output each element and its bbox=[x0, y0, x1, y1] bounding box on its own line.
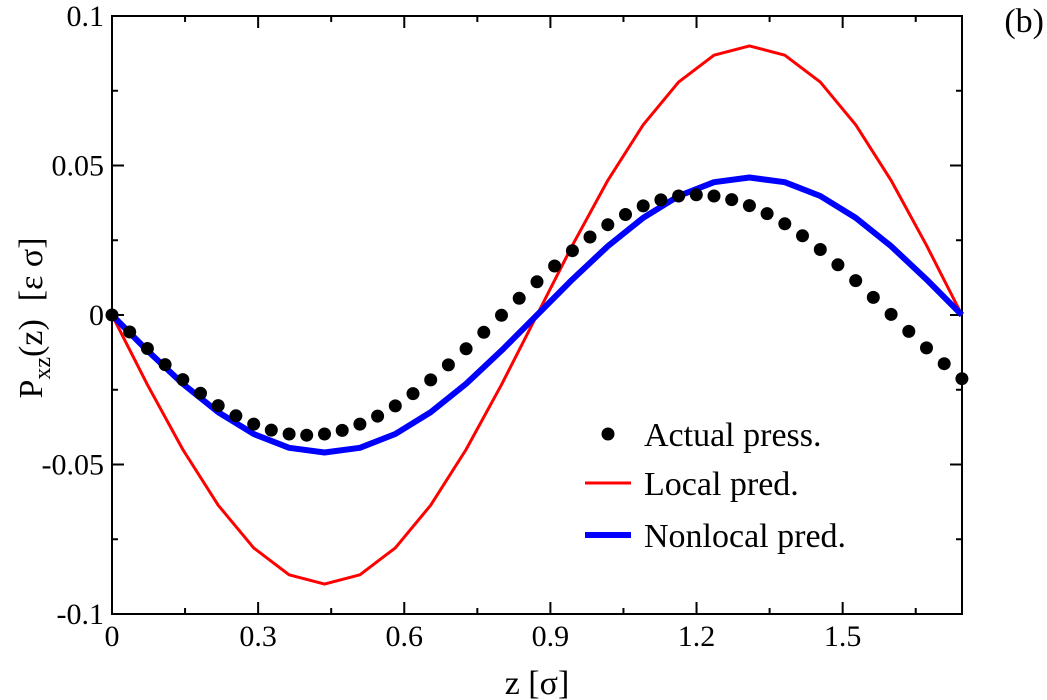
actual-press-point bbox=[636, 199, 650, 213]
actual-press-point bbox=[300, 428, 314, 442]
actual-press-point bbox=[247, 417, 261, 431]
legend-label-nonlocal: Nonlocal pred. bbox=[644, 518, 846, 555]
actual-press-point bbox=[441, 358, 455, 372]
x-tick-label: 0.6 bbox=[386, 620, 424, 653]
y-axis-title-arg: (z) bbox=[13, 319, 50, 357]
actual-press-point bbox=[123, 325, 137, 339]
y-axis-title-subscript: xz bbox=[30, 357, 56, 380]
actual-press-point bbox=[884, 307, 898, 321]
y-axis-title-units: [ε σ] bbox=[13, 237, 50, 301]
actual-press-point bbox=[548, 259, 562, 273]
actual-press-point bbox=[796, 229, 809, 243]
actual-press-point bbox=[760, 207, 774, 221]
actual-press-point bbox=[371, 409, 385, 423]
y-tick-label: -0.05 bbox=[42, 449, 105, 482]
actual-press-point bbox=[742, 199, 756, 213]
actual-press-point bbox=[583, 230, 597, 244]
y-tick-label: -0.1 bbox=[57, 598, 105, 631]
actual-press-point bbox=[530, 275, 544, 289]
tick-labels: 0 0.3 0.6 0.9 1.2 1.5 -0.1 -0.05 0 0.05 0.1 bbox=[42, 0, 862, 653]
y-tick-label: 0.1 bbox=[67, 0, 105, 33]
legend-label-actual: Actual press. bbox=[644, 417, 822, 454]
x-tick-label: 0 bbox=[105, 620, 120, 653]
y-axis-title: Pxz(z) [ε σ] bbox=[13, 237, 56, 398]
y-tick-label: 0.05 bbox=[52, 150, 105, 183]
x-tick-label: 0.3 bbox=[239, 620, 277, 653]
actual-press-point bbox=[831, 258, 845, 272]
actual-press-point bbox=[707, 189, 721, 203]
actual-press-point bbox=[176, 373, 190, 387]
y-tick-label: 0 bbox=[89, 299, 104, 332]
actual-press-point bbox=[388, 399, 402, 413]
x-tick-label: 1.5 bbox=[824, 620, 862, 653]
actual-press-point bbox=[672, 189, 686, 203]
actual-press-point bbox=[849, 274, 863, 288]
legend: Actual press. Local pred. Nonlocal pred. bbox=[585, 417, 846, 555]
actual-press-point bbox=[353, 417, 367, 431]
series-layer bbox=[105, 44, 969, 586]
actual-press-point bbox=[813, 243, 827, 256]
y-axis-title-main: P bbox=[13, 380, 50, 399]
actual-press-point bbox=[105, 308, 119, 322]
actual-press-point bbox=[937, 357, 951, 371]
legend-label-local: Local pred. bbox=[644, 466, 799, 503]
x-tick-label: 0.9 bbox=[532, 620, 570, 653]
actual-press-point bbox=[424, 373, 438, 387]
actual-press-point bbox=[194, 386, 207, 400]
actual-press-point bbox=[459, 342, 473, 356]
actual-press-point bbox=[229, 409, 243, 423]
actual-press-point bbox=[140, 342, 154, 355]
actual-press-point bbox=[654, 193, 668, 207]
actual-press-point bbox=[282, 427, 296, 441]
actual-press-point bbox=[335, 423, 349, 437]
actual-press-point bbox=[689, 188, 703, 202]
actual-press-point bbox=[512, 291, 526, 305]
x-tick-label: 1.2 bbox=[678, 620, 716, 653]
actual-press-point bbox=[778, 217, 792, 231]
actual-press-point bbox=[920, 341, 933, 355]
actual-press-point bbox=[619, 208, 632, 221]
actual-press-point bbox=[158, 358, 172, 372]
actual-press-point bbox=[955, 372, 969, 386]
actual-press-point bbox=[264, 423, 278, 437]
actual-press-point bbox=[725, 193, 739, 207]
actual-press-point bbox=[495, 308, 508, 322]
actual-press-point bbox=[601, 218, 615, 232]
x-axis-title: z [σ] bbox=[505, 665, 570, 700]
legend-marker-actual bbox=[601, 427, 615, 441]
actual-press-point bbox=[211, 399, 225, 413]
actual-press-point bbox=[565, 244, 579, 258]
actual-press-point bbox=[406, 387, 420, 401]
actual-press-point bbox=[902, 324, 916, 338]
svg-text:Pxz(z)[ε σ]: Pxz(z) [ε σ] bbox=[13, 237, 56, 398]
actual-press-point bbox=[318, 427, 331, 441]
actual-press-point bbox=[866, 290, 880, 304]
nonlocal-pred-line bbox=[109, 174, 965, 456]
actual-press-point bbox=[477, 325, 491, 339]
panel-label: (b) bbox=[1004, 3, 1044, 40]
